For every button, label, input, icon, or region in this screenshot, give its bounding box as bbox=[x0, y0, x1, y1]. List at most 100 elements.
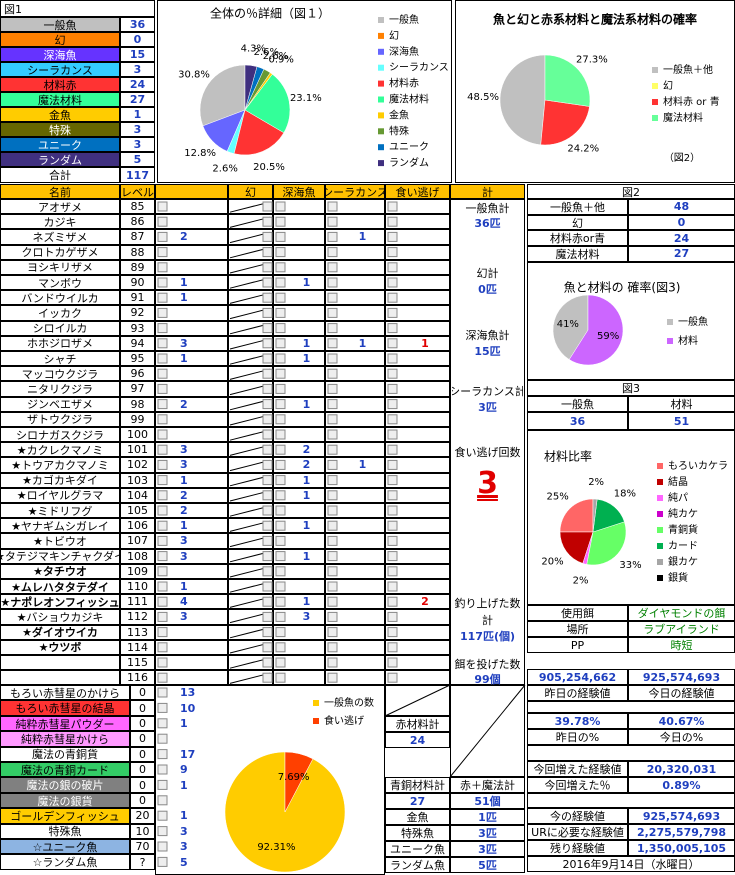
value: 3匹 bbox=[450, 841, 525, 857]
checkbox bbox=[157, 702, 168, 713]
legend-label: 銀貨 bbox=[668, 571, 688, 584]
level: 109 bbox=[120, 563, 155, 579]
checkbox bbox=[327, 216, 338, 227]
checkbox bbox=[327, 353, 338, 364]
cell bbox=[273, 411, 325, 427]
category-label: 特殊 bbox=[0, 122, 120, 137]
cell bbox=[155, 563, 228, 579]
value: 5匹 bbox=[450, 857, 525, 873]
value: 36 bbox=[527, 412, 628, 430]
category-label: 材料赤 bbox=[0, 77, 120, 92]
cell bbox=[273, 533, 325, 549]
checkbox bbox=[262, 520, 273, 531]
fish-name: シロイルカ bbox=[0, 320, 120, 336]
checkbox bbox=[327, 596, 338, 607]
cell bbox=[273, 320, 325, 336]
cell bbox=[273, 457, 325, 473]
count: 5 bbox=[120, 152, 155, 167]
checkbox bbox=[275, 505, 286, 516]
checkbox bbox=[327, 414, 338, 425]
checkbox bbox=[157, 201, 168, 212]
cell bbox=[325, 655, 385, 671]
checkbox bbox=[262, 611, 273, 622]
checkbox bbox=[387, 307, 398, 318]
level: 95 bbox=[120, 351, 155, 367]
checkbox bbox=[262, 490, 273, 501]
fish-name: ★ミドリフグ bbox=[0, 503, 120, 519]
cell bbox=[385, 472, 450, 488]
legend-swatch bbox=[657, 511, 663, 517]
legend-label: シーラカンス bbox=[389, 62, 449, 74]
cell bbox=[273, 487, 325, 503]
checkbox bbox=[387, 505, 398, 516]
cell bbox=[273, 244, 325, 260]
count: 15 bbox=[120, 47, 155, 62]
pie-slice bbox=[559, 531, 594, 564]
cell bbox=[155, 335, 228, 351]
level: 0 bbox=[130, 700, 155, 716]
checkbox bbox=[387, 323, 398, 334]
pie-slice bbox=[544, 54, 591, 107]
cell: 905,254,662 bbox=[527, 669, 628, 685]
fish-name: マンボウ bbox=[0, 275, 120, 291]
legend-swatch bbox=[652, 67, 658, 73]
chart-title: 全体の％詳細（図１） bbox=[210, 6, 330, 21]
level: 0 bbox=[130, 731, 155, 747]
data-label: 18% bbox=[614, 488, 636, 499]
count: 5 bbox=[180, 855, 188, 869]
level: 104 bbox=[120, 487, 155, 503]
cell bbox=[273, 442, 325, 458]
legend-label: もろいカケラ bbox=[668, 460, 728, 472]
checkbox bbox=[262, 292, 273, 303]
cell bbox=[325, 381, 385, 397]
cell bbox=[273, 290, 325, 306]
checkbox bbox=[327, 657, 338, 668]
data-label: 48.5% bbox=[467, 92, 499, 103]
cell bbox=[155, 229, 228, 245]
legend-swatch bbox=[313, 718, 319, 724]
cell bbox=[155, 411, 228, 427]
legend-swatch bbox=[667, 319, 673, 325]
count: 2 bbox=[302, 443, 311, 457]
total-label: 合計 bbox=[0, 167, 120, 183]
checkbox bbox=[275, 414, 286, 425]
cell bbox=[273, 655, 325, 671]
count: 36 bbox=[120, 17, 155, 32]
level: 90 bbox=[120, 275, 155, 291]
legend-label: カード bbox=[668, 540, 698, 552]
level: ? bbox=[130, 854, 155, 870]
checkbox bbox=[262, 338, 273, 349]
header bbox=[155, 184, 228, 199]
material-label: 特殊魚 bbox=[0, 823, 130, 839]
level: 10 bbox=[130, 823, 155, 839]
checkbox bbox=[327, 505, 338, 516]
fish-name: ジンベエザメ bbox=[0, 396, 120, 412]
checkbox bbox=[275, 551, 286, 562]
cell bbox=[155, 655, 228, 671]
cell bbox=[155, 548, 228, 564]
checkbox bbox=[157, 642, 168, 653]
pie-slice bbox=[244, 64, 258, 111]
label: 計 bbox=[482, 613, 493, 627]
checkbox bbox=[157, 657, 168, 668]
level: 93 bbox=[120, 320, 155, 336]
level: 102 bbox=[120, 457, 155, 473]
category-label: 幻 bbox=[0, 32, 120, 47]
legend-label: 材料赤 bbox=[389, 77, 419, 90]
checkbox bbox=[327, 672, 338, 683]
data-label: 0.9% bbox=[269, 55, 294, 66]
level: 88 bbox=[120, 244, 155, 260]
cell: 今の経験値 bbox=[527, 808, 628, 824]
checkbox bbox=[327, 490, 338, 501]
cell bbox=[385, 214, 450, 230]
count: 2 bbox=[421, 595, 429, 609]
material-label: ☆ランダム魚 bbox=[0, 854, 130, 870]
level: 96 bbox=[120, 366, 155, 382]
cell bbox=[155, 351, 228, 367]
cell bbox=[325, 290, 385, 306]
cell bbox=[155, 259, 228, 275]
legend-swatch bbox=[378, 64, 384, 71]
checkbox bbox=[387, 368, 398, 379]
cell bbox=[385, 244, 450, 260]
label: 赤材料計 bbox=[385, 716, 450, 732]
